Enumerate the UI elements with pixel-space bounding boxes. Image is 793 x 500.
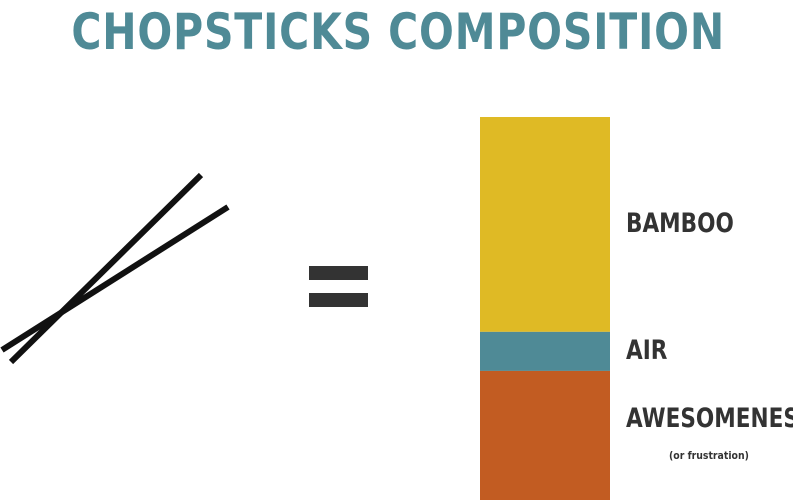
chopstick-right — [0, 204, 230, 353]
bar-segment-air — [480, 331, 610, 371]
page-title: CHOPSTICKS COMPOSITION — [71, 3, 725, 61]
bar-segment-bamboo — [480, 117, 610, 332]
label-bamboo: BAMBOO — [626, 208, 734, 240]
chopstick-left — [8, 172, 204, 365]
label-awesomeness-note: (or frustration) — [669, 449, 749, 462]
bar-segment-awesomeness — [480, 370, 610, 500]
equals-bar-bottom — [309, 293, 368, 307]
label-air: AIR — [626, 335, 668, 367]
label-awesomeness: AWESOMENESS — [626, 403, 793, 435]
equals-bar-top — [309, 266, 368, 280]
